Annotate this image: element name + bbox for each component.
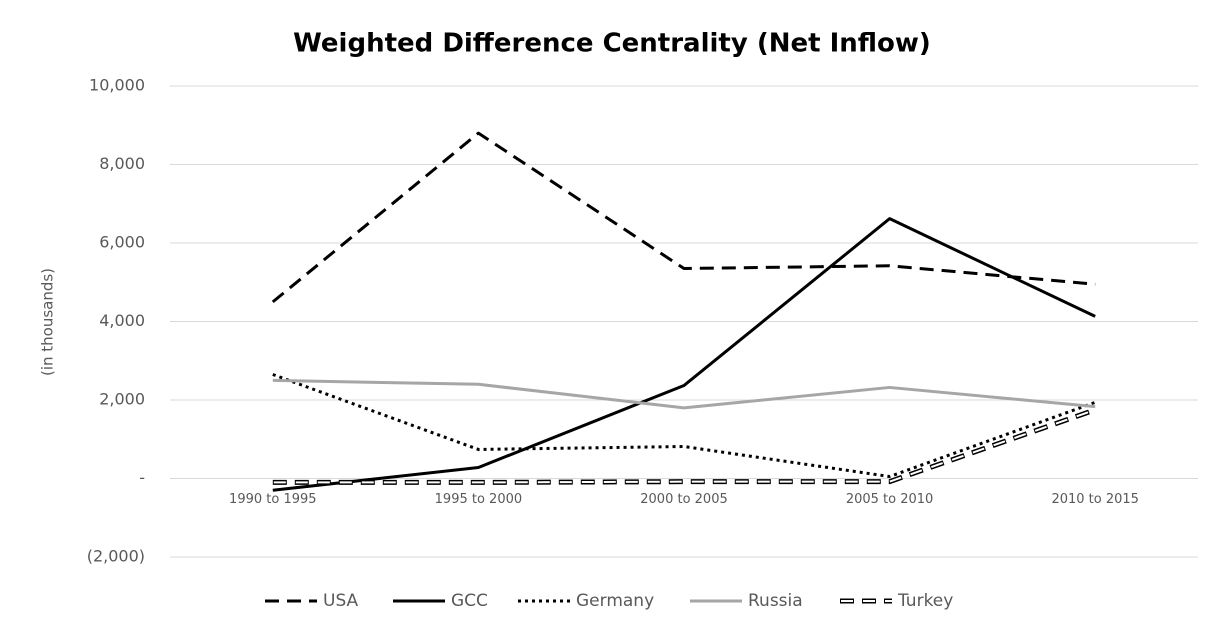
- y-tick-label: 4,000: [99, 311, 145, 330]
- y-tick-label: -: [139, 468, 145, 487]
- series-line-inner: [272, 408, 1096, 484]
- x-tick-label: 1990 to 1995: [229, 492, 316, 507]
- y-tick-label: 2,000: [99, 390, 145, 409]
- y-tick-label: (2,000): [87, 547, 145, 566]
- y-tick-label: 6,000: [99, 233, 145, 252]
- chart-title: Weighted Difference Centrality (Net Infl…: [293, 29, 931, 59]
- y-tick-label: 8,000: [99, 154, 145, 173]
- legend-label: Germany: [576, 591, 654, 611]
- legend-label: USA: [323, 591, 359, 611]
- series-line: [272, 378, 1096, 410]
- y-axis-label: (in thousands): [39, 268, 57, 376]
- x-tick-label: 2000 to 2005: [640, 492, 727, 507]
- x-tick-label: 2010 to 2015: [1051, 492, 1138, 507]
- series-line: [271, 131, 1096, 304]
- legend-label: Turkey: [897, 591, 953, 611]
- series-line: [272, 217, 1096, 492]
- y-tick-label: 10,000: [89, 76, 145, 95]
- x-tick-label: 1995 to 2000: [435, 492, 522, 507]
- x-tick-label: 2005 to 2010: [846, 492, 933, 507]
- legend-label: Russia: [748, 591, 803, 611]
- legend-label: GCC: [451, 591, 488, 611]
